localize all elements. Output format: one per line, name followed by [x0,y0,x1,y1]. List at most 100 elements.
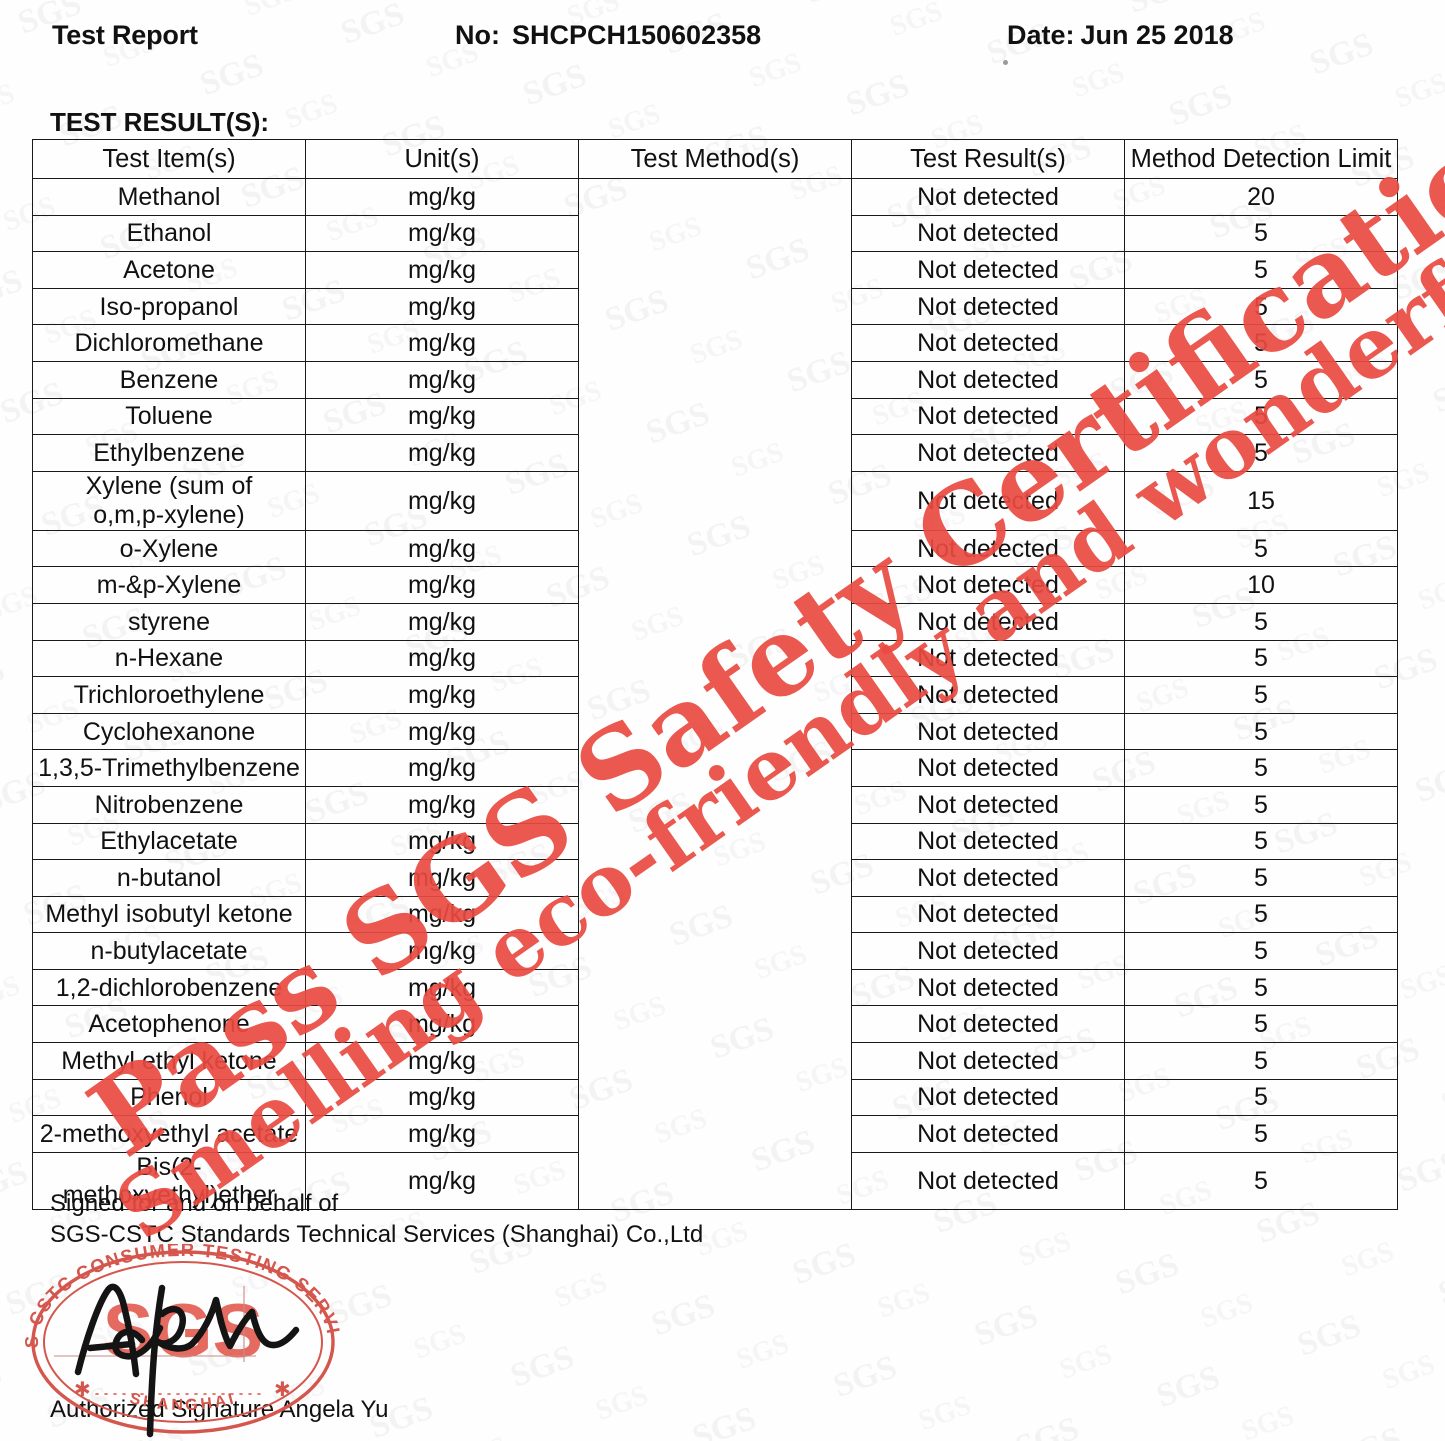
cell-test-item: Cyclohexanone [32,712,306,751]
table-header-row: Test Item(s) Unit(s) Test Method(s) Test… [32,139,1398,179]
cell-detection-limit: 5 [1124,287,1398,326]
cell-test-item: Dichloromethane [32,324,306,362]
cell-test-item: Xylene (sum of o,m,p-xylene) [32,470,306,531]
cell-test-item: Ethylbenzene [32,434,306,472]
cell-detection-limit: 5 [1124,529,1398,568]
report-date-label: Date: [1007,20,1075,50]
cell-test-result: Not detected [851,785,1125,824]
cell-test-item-line2: o,m,p-xylene) [93,500,245,529]
cell-unit: mg/kg [305,895,579,934]
cell-unit: mg/kg [305,712,579,751]
column-header-detection-limit: Method Detection Limit [1124,139,1398,179]
cell-unit: mg/kg [305,214,579,253]
company-name-line: SGS-CSTC Standards Technical Services (S… [50,1221,704,1249]
column-header-test-result: Test Result(s) [851,139,1125,179]
cell-test-item: styrene [32,602,306,641]
cell-unit: mg/kg [305,749,579,787]
report-date-value: Jun 25 2018 [1080,20,1234,50]
cell-detection-limit: 5 [1124,895,1398,934]
cell-test-result: Not detected [851,712,1125,751]
stamp-rim-text: SGS-CSTC CONSUMER TESTING SERVICES [16,1244,343,1348]
cell-unit: mg/kg [305,251,579,289]
cell-test-item-line1: Xylene (sum of [85,471,253,500]
cell-test-item: n-butylacetate [32,932,306,970]
cell-detection-limit: 5 [1124,360,1398,399]
cell-detection-limit: 10 [1124,566,1398,604]
column-header-unit: Unit(s) [305,139,579,179]
cell-unit: mg/kg [305,859,579,897]
report-date: Date: Jun 25 2018 [1007,20,1234,51]
cell-unit: mg/kg [305,639,579,678]
cell-test-result: Not detected [851,470,1125,531]
table-body: Methanol mg/kg Not detected 20 Ethanol mg/kg N… [32,178,1398,1210]
cell-detection-limit: 5 [1124,1078,1398,1117]
cell-detection-limit: 20 [1124,178,1398,216]
cell-test-item: Iso-propanol [32,287,306,326]
document-header: Test Report No: SHCPCH150602358 Date: Jun … [0,20,1445,66]
cell-test-result: Not detected [851,251,1125,289]
cell-test-result: Not detected [851,324,1125,362]
cell-unit: mg/kg [305,470,579,531]
cell-test-result: Not detected [851,1151,1125,1210]
cell-test-item: Acetophenone [32,1005,306,1044]
cell-test-item: Methanol [32,178,306,216]
cell-test-item: Methyl isobutyl ketone [32,895,306,934]
cell-test-result: Not detected [851,895,1125,934]
cell-detection-limit: 5 [1124,1151,1398,1210]
authorized-signature-line: Authorized Signature Angela Yu [50,1396,389,1423]
cell-detection-limit: 5 [1124,639,1398,678]
cell-test-result: Not detected [851,397,1125,436]
cell-test-item: Phenol [32,1078,306,1117]
cell-unit: mg/kg [305,324,579,362]
cell-detection-limit: 5 [1124,434,1398,472]
cell-unit: mg/kg [305,287,579,326]
cell-test-result: Not detected [851,287,1125,326]
cell-test-result: Not detected [851,602,1125,641]
cell-test-item: Acetone [32,251,306,289]
cell-test-item: Ethanol [32,214,306,253]
cell-unit: mg/kg [305,932,579,970]
cell-test-result: Not detected [851,639,1125,678]
cell-test-method [578,178,852,1210]
cell-test-result: Not detected [851,214,1125,253]
cell-test-item: o-Xylene [32,529,306,568]
signature-block: Signed for and on behalf of SGS-CSTC Sta… [50,1188,703,1250]
cell-unit: mg/kg [305,360,579,399]
cell-test-result: Not detected [851,566,1125,604]
cell-test-result: Not detected [851,1042,1125,1080]
report-number: No: SHCPCH150602358 [455,20,761,51]
cell-test-result: Not detected [851,822,1125,861]
cell-unit: mg/kg [305,397,579,436]
cell-unit: mg/kg [305,968,579,1007]
cell-detection-limit: 15 [1124,470,1398,531]
cell-unit: mg/kg [305,1115,579,1153]
cell-test-item: Benzene [32,360,306,399]
cell-test-item: 1,2-dichlorobenzene [32,968,306,1007]
cell-detection-limit: 5 [1124,785,1398,824]
section-heading: TEST RESULT(S): [50,107,270,137]
cell-test-result: Not detected [851,434,1125,472]
cell-test-result: Not detected [851,749,1125,787]
cell-unit: mg/kg [305,1005,579,1044]
cell-test-result: Not detected [851,932,1125,970]
stamp-center-text: SGS [103,1289,264,1374]
test-results-table: Test Item(s) Unit(s) Test Method(s) Test… [32,139,1398,1210]
cell-unit: mg/kg [305,676,579,714]
cell-detection-limit: 5 [1124,324,1398,362]
cell-detection-limit: 5 [1124,749,1398,787]
cell-test-result: Not detected [851,859,1125,897]
cell-unit: mg/kg [305,785,579,824]
cell-detection-limit: 5 [1124,397,1398,436]
cell-unit: mg/kg [305,178,579,216]
cell-detection-limit: 5 [1124,712,1398,751]
cell-detection-limit: 5 [1124,251,1398,289]
cell-detection-limit: 5 [1124,968,1398,1007]
cell-unit: mg/kg [305,434,579,472]
table-row: Methanol mg/kg Not detected 20 [32,178,1398,1210]
cell-test-item: Toluene [32,397,306,436]
cell-detection-limit: 5 [1124,1115,1398,1153]
cell-detection-limit: 5 [1124,214,1398,253]
cell-detection-limit: 5 [1124,1042,1398,1080]
cell-detection-limit: 5 [1124,932,1398,970]
